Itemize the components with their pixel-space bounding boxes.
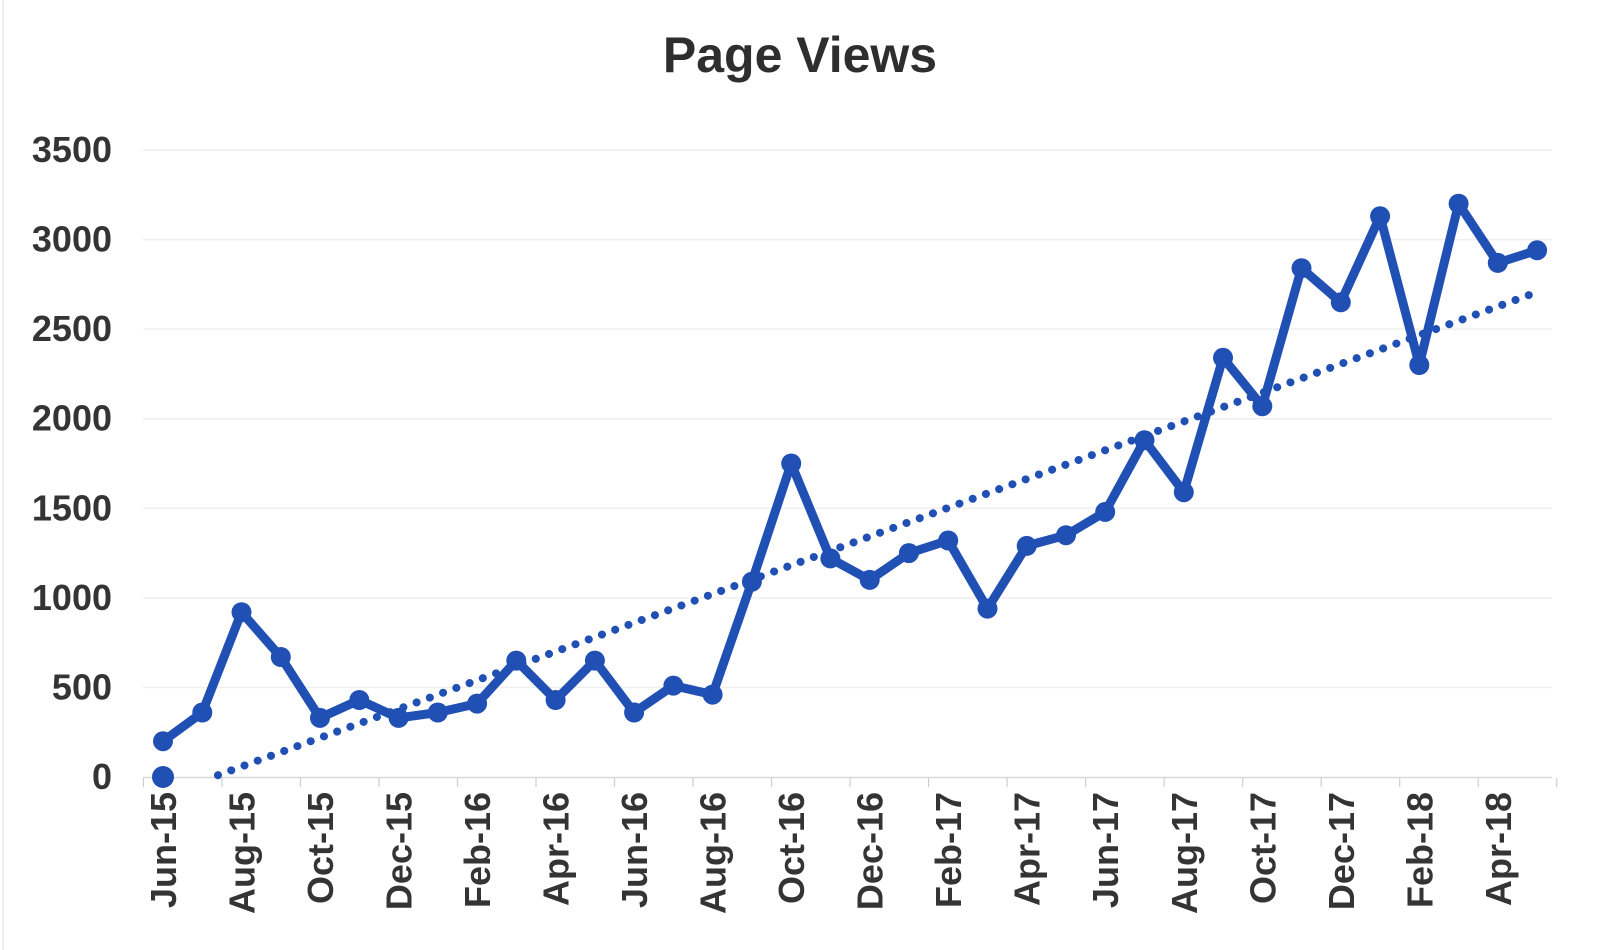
x-tick-label: Dec-15 bbox=[379, 792, 420, 910]
y-tick-label: 1000 bbox=[32, 577, 112, 618]
x-tick-label: Feb-16 bbox=[457, 792, 498, 908]
x-tick-label: Jun-17 bbox=[1085, 792, 1126, 908]
x-tick-label: Feb-17 bbox=[928, 792, 969, 908]
data-point bbox=[1487, 252, 1508, 273]
data-point bbox=[1095, 501, 1116, 522]
x-tick-label: Aug-16 bbox=[693, 792, 734, 914]
data-point bbox=[820, 548, 841, 569]
screenshot-edge-line bbox=[2, 0, 4, 950]
data-point bbox=[427, 702, 448, 723]
data-point bbox=[1409, 355, 1430, 375]
y-tick-label: 0 bbox=[92, 756, 112, 797]
data-point bbox=[545, 690, 566, 710]
x-tick-label: Aug-17 bbox=[1164, 792, 1205, 914]
data-point bbox=[624, 702, 645, 723]
data-point bbox=[467, 693, 488, 714]
data-point bbox=[231, 602, 252, 623]
x-axis-labels: Jun-15 Aug-15 Oct-15 Dec-15 Feb-16 Apr-16 Jun-… bbox=[143, 792, 1519, 914]
data-point bbox=[270, 647, 291, 667]
x-tick-label: Dec-17 bbox=[1321, 792, 1362, 910]
y-axis-labels: 0 500 1000 1500 2000 2500 3000 3500 bbox=[32, 129, 112, 797]
data-point bbox=[192, 702, 213, 723]
data-point bbox=[663, 675, 684, 696]
data-point bbox=[1134, 430, 1155, 451]
data-point bbox=[1527, 240, 1548, 261]
data-point bbox=[1448, 193, 1469, 214]
data-point bbox=[506, 650, 527, 671]
standalone-data-point bbox=[152, 766, 174, 788]
data-point bbox=[1213, 347, 1233, 368]
data-point bbox=[1330, 292, 1351, 313]
data-point bbox=[1370, 206, 1391, 227]
y-tick-label: 3500 bbox=[32, 129, 112, 170]
chart-title: Page Views bbox=[662, 27, 938, 83]
y-tick-label: 2500 bbox=[32, 308, 112, 349]
data-point bbox=[977, 598, 998, 619]
x-tick-label: Jun-16 bbox=[614, 792, 655, 908]
data-point bbox=[388, 707, 409, 728]
data-point bbox=[702, 684, 723, 705]
data-point bbox=[1056, 525, 1076, 546]
y-tick-label: 500 bbox=[52, 666, 112, 707]
gridlines-group bbox=[143, 149, 1552, 689]
data-point bbox=[1173, 482, 1194, 503]
data-point bbox=[349, 690, 370, 710]
y-tick-label: 2000 bbox=[32, 398, 112, 439]
x-tick-label: Oct-16 bbox=[771, 792, 812, 904]
x-tick-label: Aug-15 bbox=[222, 792, 263, 914]
x-tick-label: Dec-16 bbox=[850, 792, 891, 910]
x-tick-label: Apr-17 bbox=[1007, 792, 1048, 906]
x-tick-label: Apr-16 bbox=[536, 792, 577, 906]
series-markers bbox=[153, 193, 1548, 752]
data-point bbox=[310, 707, 330, 728]
data-point bbox=[781, 453, 802, 474]
x-tick-label: Apr-18 bbox=[1478, 792, 1519, 906]
x-axis-group bbox=[142, 776, 1558, 787]
data-point bbox=[1252, 396, 1273, 417]
x-tick-label: Feb-18 bbox=[1399, 792, 1440, 908]
data-point bbox=[1291, 258, 1312, 279]
data-point bbox=[938, 530, 959, 551]
data-point bbox=[1016, 535, 1037, 556]
data-point bbox=[859, 569, 880, 590]
data-point bbox=[153, 731, 173, 752]
data-point bbox=[584, 650, 605, 671]
data-point bbox=[898, 543, 919, 564]
data-point bbox=[741, 571, 762, 592]
trendline-dotted bbox=[213, 288, 1542, 780]
y-tick-label: 1500 bbox=[32, 487, 112, 528]
series-line bbox=[158, 199, 1542, 746]
x-tick-label: Oct-17 bbox=[1242, 792, 1283, 904]
x-tick-label: Oct-15 bbox=[300, 792, 341, 904]
x-tick-label: Jun-15 bbox=[143, 792, 184, 908]
y-tick-label: 3000 bbox=[32, 219, 112, 260]
